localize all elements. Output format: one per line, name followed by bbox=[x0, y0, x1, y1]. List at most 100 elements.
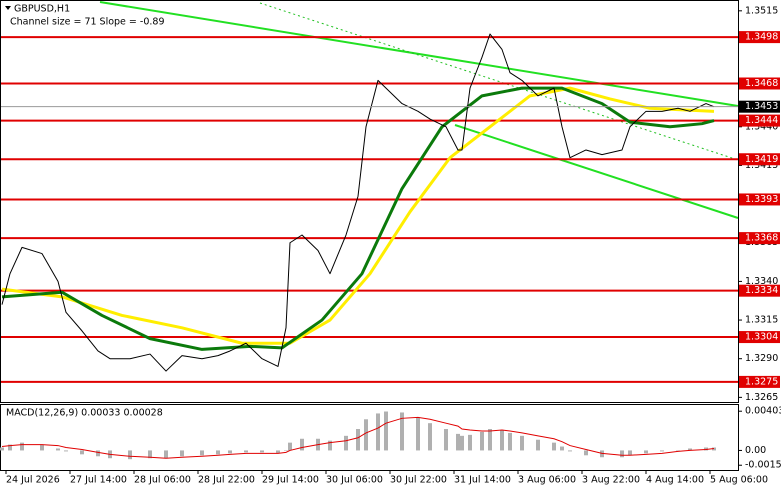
macd-bar bbox=[344, 435, 348, 451]
price-line bbox=[1, 86, 715, 345]
macd-bar bbox=[284, 450, 288, 451]
price-line bbox=[1, 86, 715, 351]
level-label: 1.3498 bbox=[745, 32, 778, 43]
x-tick-label: 29 Jul 14:00 bbox=[262, 475, 319, 486]
y-tick-label: 1.3315 bbox=[745, 315, 778, 326]
y-tick-label: 1.3515 bbox=[745, 5, 778, 16]
macd-bar bbox=[384, 411, 388, 451]
last-price-tag bbox=[739, 100, 780, 113]
x-tick-label: 30 Jul 22:00 bbox=[390, 475, 447, 486]
channel-upper bbox=[99, 1, 739, 107]
macd-bar bbox=[20, 442, 24, 451]
macd-bar bbox=[620, 450, 624, 458]
level-tag bbox=[739, 375, 780, 388]
macd-bar bbox=[200, 450, 204, 456]
macd-bar bbox=[376, 413, 380, 451]
macd-bar bbox=[400, 412, 404, 451]
macd-bar bbox=[676, 450, 680, 451]
x-tick-label: 3 Aug 06:00 bbox=[518, 475, 576, 486]
macd-bar bbox=[552, 442, 556, 451]
last-price-label: 1.3453 bbox=[745, 101, 778, 112]
macd-bar bbox=[480, 431, 484, 451]
y-tick-label: 1.3415 bbox=[745, 160, 778, 171]
macd-bar bbox=[520, 435, 524, 451]
x-tick-label: 24 Jul 2026 bbox=[6, 475, 60, 486]
y-tick-label: 1.3340 bbox=[745, 276, 778, 287]
macd-bar bbox=[460, 435, 464, 451]
x-tick-label: 30 Jul 06:00 bbox=[326, 475, 383, 486]
y-tick-label: -0.00152 bbox=[745, 460, 781, 471]
macd-bar bbox=[96, 450, 100, 457]
macd-bar bbox=[364, 419, 368, 451]
level-tag bbox=[739, 77, 780, 90]
macd-bar bbox=[456, 433, 460, 451]
channel-lower bbox=[454, 124, 739, 219]
level-label: 1.3368 bbox=[745, 233, 778, 244]
x-tick-label: 28 Jul 06:00 bbox=[134, 475, 191, 486]
level-tag bbox=[739, 31, 780, 44]
level-label: 1.3304 bbox=[745, 332, 778, 343]
macd-bar bbox=[468, 434, 472, 451]
macd-frame bbox=[0, 404, 739, 471]
level-tag bbox=[739, 153, 780, 166]
y-tick-label: 1.3290 bbox=[745, 353, 778, 364]
channel-middle bbox=[259, 2, 739, 161]
level-tag bbox=[739, 284, 780, 297]
level-label: 1.3393 bbox=[745, 194, 778, 205]
macd-bar bbox=[228, 450, 232, 454]
macd-bar bbox=[568, 450, 572, 452]
x-tick-label: 28 Jul 22:00 bbox=[198, 475, 255, 486]
macd-bar bbox=[216, 450, 220, 455]
macd-bar bbox=[164, 450, 168, 459]
x-tick-label: 5 Aug 06:00 bbox=[710, 475, 768, 486]
macd-bar bbox=[660, 450, 664, 452]
macd-bar bbox=[300, 438, 304, 451]
x-tick-label: 3 Aug 22:00 bbox=[582, 475, 640, 486]
macd-bar bbox=[488, 429, 492, 451]
x-tick-label: 31 Jul 14:00 bbox=[454, 475, 511, 486]
macd-bar bbox=[508, 432, 512, 451]
level-label: 1.3275 bbox=[745, 376, 778, 387]
chart-title: GBPUSD,H1 bbox=[14, 4, 70, 15]
macd-bar bbox=[40, 444, 44, 451]
level-label: 1.3419 bbox=[745, 154, 778, 165]
macd-bar bbox=[288, 442, 292, 451]
level-label: 1.3444 bbox=[745, 115, 778, 126]
macd-bar bbox=[628, 450, 632, 456]
macd-bar bbox=[0, 447, 4, 451]
x-tick-label: 4 Aug 14:00 bbox=[646, 475, 704, 486]
macd-bar bbox=[328, 440, 332, 451]
y-tick-label: 1.3265 bbox=[745, 392, 778, 403]
macd-bar bbox=[560, 446, 564, 451]
main-frame bbox=[0, 0, 739, 403]
macd-bar bbox=[500, 429, 504, 451]
macd-bar bbox=[444, 429, 448, 451]
level-tag bbox=[739, 193, 780, 206]
macd-bar bbox=[416, 417, 420, 451]
level-tag bbox=[739, 331, 780, 344]
macd-bar bbox=[244, 450, 248, 453]
menu-arrow bbox=[5, 6, 11, 10]
macd-bar bbox=[128, 450, 132, 460]
price-line bbox=[1, 33, 715, 372]
macd-bar bbox=[584, 450, 588, 456]
macd-bar bbox=[148, 450, 152, 459]
macd-bar bbox=[428, 423, 432, 451]
signal-line bbox=[1, 416, 715, 459]
macd-bar bbox=[64, 450, 68, 452]
level-tag bbox=[739, 114, 780, 127]
macd-title: MACD(12,26,9) 0.00033 0.00028 bbox=[6, 408, 163, 419]
level-label: 1.3468 bbox=[745, 78, 778, 89]
macd-bar bbox=[536, 439, 540, 451]
macd-bar bbox=[688, 448, 692, 451]
y-tick-label: 0.00 bbox=[745, 445, 766, 456]
x-tick-label: 27 Jul 14:00 bbox=[70, 475, 127, 486]
level-label: 1.3334 bbox=[745, 285, 778, 296]
macd-bar bbox=[260, 450, 264, 453]
macd-bar bbox=[8, 444, 12, 451]
chart-subtitle: Channel size = 71 Slope = -0.89 bbox=[10, 17, 165, 28]
macd-bar bbox=[180, 450, 184, 457]
macd-bar bbox=[276, 450, 280, 454]
macd-bar bbox=[56, 448, 60, 451]
